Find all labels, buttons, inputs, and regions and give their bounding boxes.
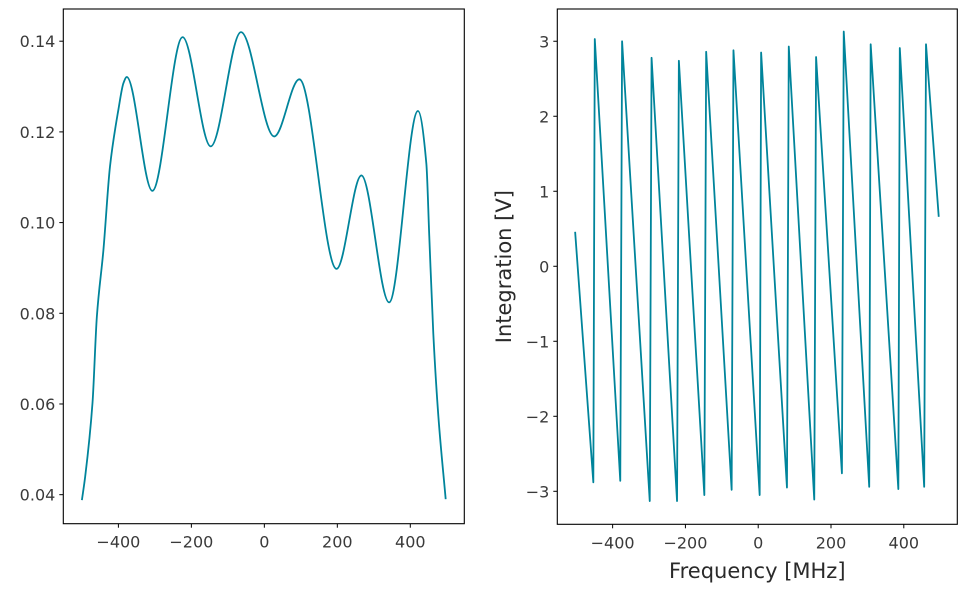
- y-tick-label: 0.10: [20, 214, 56, 233]
- y-tick-label: 0.06: [20, 395, 56, 414]
- x-tick-label: −200: [169, 533, 213, 552]
- left-plot: −400 −200 0 200 400 0.04 0.06 0.08 0.10 0.12 0.14: [20, 8, 465, 552]
- right-plot: −400 −200 0 200 400 −3 −2 −1 0 1 2 3 Frequency [MHz]…: [492, 8, 958, 583]
- y-tick-label: −1: [526, 332, 550, 351]
- y-tick-label: 1: [539, 182, 549, 201]
- x-tick-label: −200: [663, 533, 707, 552]
- x-tick-label: −400: [591, 533, 635, 552]
- y-tick-label: 0: [539, 257, 549, 276]
- x-tick-label: 0: [259, 533, 269, 552]
- y-tick-label: 3: [539, 32, 549, 51]
- y-tick-label: 0.04: [20, 486, 56, 505]
- x-tick-label: 0: [753, 533, 763, 552]
- axes-frame: [62, 8, 465, 525]
- x-tick-label: 200: [322, 533, 353, 552]
- x-axis-label: Frequency [MHz]: [669, 559, 845, 583]
- y-tick-label: 0.08: [20, 304, 56, 323]
- data-line: [81, 31, 447, 501]
- y-tick-label: −2: [526, 407, 550, 426]
- data-line: [574, 30, 940, 502]
- x-tick-label: −400: [96, 533, 140, 552]
- y-axis-label: Integration [V]: [492, 190, 516, 343]
- x-tick-label: 200: [816, 533, 847, 552]
- x-tick-label: 400: [889, 533, 920, 552]
- y-tick-label: 0.14: [20, 32, 56, 51]
- y-tick-label: 0.12: [20, 123, 56, 142]
- x-tick-label: 400: [395, 533, 426, 552]
- y-tick-label: 2: [539, 107, 549, 126]
- y-tick-label: −3: [526, 482, 550, 501]
